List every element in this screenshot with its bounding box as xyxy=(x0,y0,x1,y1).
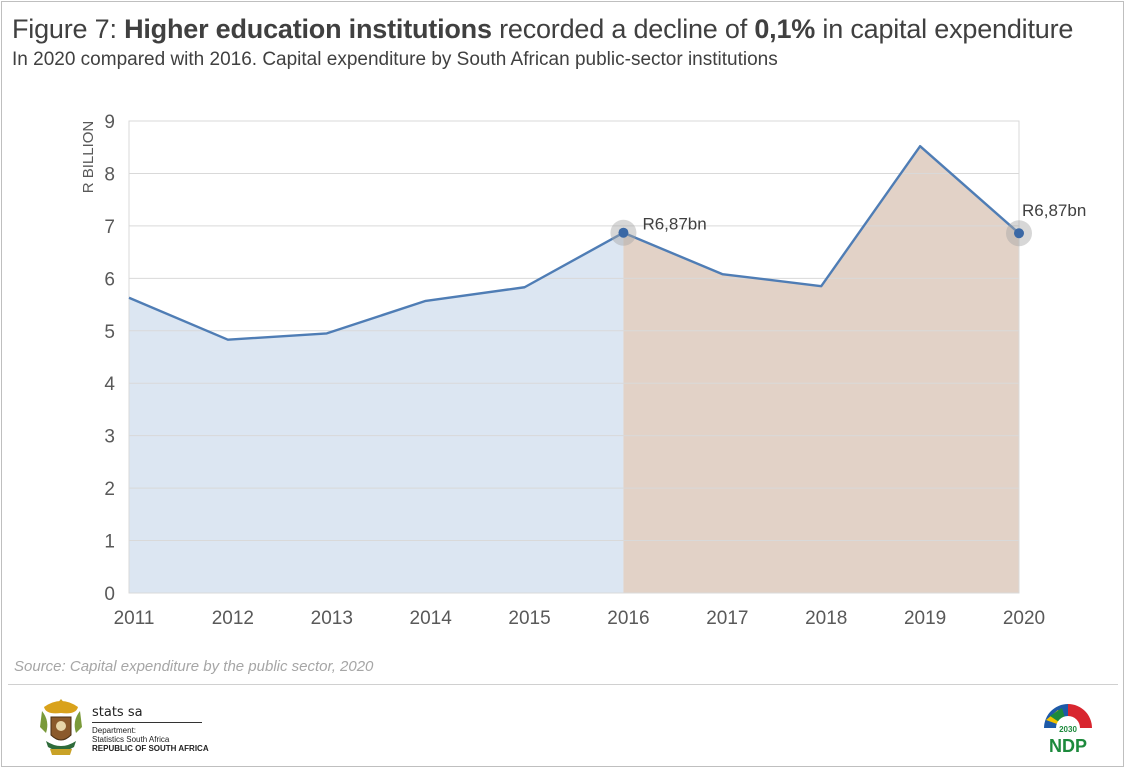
x-tick-label-2012: 2012 xyxy=(212,608,254,629)
y-tick-label-1: 1 xyxy=(104,532,115,553)
chart-title: Figure 7: Higher education institutions … xyxy=(12,14,1073,45)
title-middle: recorded a decline of xyxy=(491,14,755,44)
org-country: REPUBLIC OF SOUTH AFRICA xyxy=(92,744,209,753)
y-tick-label-6: 6 xyxy=(104,269,115,290)
y-tick-label-3: 3 xyxy=(104,427,115,448)
y-tick-label-9: 9 xyxy=(104,112,115,133)
stats-sa-logo: stats sa Department: Statistics South Af… xyxy=(36,693,236,763)
series-line xyxy=(128,144,1020,341)
org-dept-line-2: Statistics South Africa xyxy=(92,735,170,744)
title-bold-percent: 0,1% xyxy=(754,14,816,44)
x-tick-label-2013: 2013 xyxy=(311,608,353,629)
title-suffix: in capital expenditure xyxy=(815,14,1074,44)
org-department: Department: Statistics South Africa xyxy=(92,726,169,744)
coat-of-arms-icon xyxy=(40,699,82,755)
y-tick-label-4: 4 xyxy=(104,374,115,395)
source-note: Source: Capital expenditure by the publi… xyxy=(14,658,374,675)
data-label-2020: R6,87bn xyxy=(1022,201,1086,220)
ndp-label: NDP xyxy=(1049,736,1087,754)
ndp-2030-logo: 2030 NDP xyxy=(1044,704,1092,754)
org-name: stats sa xyxy=(92,705,143,720)
y-tick-label-0: 0 xyxy=(104,584,115,605)
shaded-area-2011-2016 xyxy=(129,232,624,593)
y-tick-label-8: 8 xyxy=(104,164,115,185)
x-tick-label-2015: 2015 xyxy=(508,608,550,629)
x-tick-label-2018: 2018 xyxy=(805,608,847,629)
x-tick-label-2017: 2017 xyxy=(706,608,748,629)
line-area-chart: 0 1 2 3 4 5 6 7 8 9 2011 2012 2013 2014 2015 2016 2017 20… xyxy=(80,112,1086,629)
y-axis-label: R BILLION xyxy=(80,121,97,194)
x-tick-label-2014: 2014 xyxy=(410,608,453,629)
org-rule xyxy=(92,722,202,723)
shaded-area-2016-2020 xyxy=(623,146,1019,593)
ndp-year: 2030 xyxy=(1059,725,1077,734)
footer-divider xyxy=(8,684,1118,685)
title-bold-subject: Higher education institutions xyxy=(124,14,492,44)
x-tick-label-2016: 2016 xyxy=(607,608,649,629)
x-tick-label-2019: 2019 xyxy=(904,608,946,629)
y-tick-label-2: 2 xyxy=(104,479,115,500)
org-dept-line-1: Department: xyxy=(92,726,137,735)
chart-subtitle: In 2020 compared with 2016. Capital expe… xyxy=(12,49,778,70)
marker-point-2016 xyxy=(618,227,629,238)
y-tick-label-5: 5 xyxy=(104,322,115,343)
marker-point-2020 xyxy=(1014,228,1024,239)
x-tick-label-2020: 2020 xyxy=(1003,608,1045,629)
data-label-2016: R6,87bn xyxy=(642,215,706,234)
y-tick-label-7: 7 xyxy=(104,217,115,238)
x-tick-label-2011: 2011 xyxy=(114,608,155,629)
title-prefix: Figure 7: xyxy=(12,14,125,44)
plot-border xyxy=(128,120,1020,594)
